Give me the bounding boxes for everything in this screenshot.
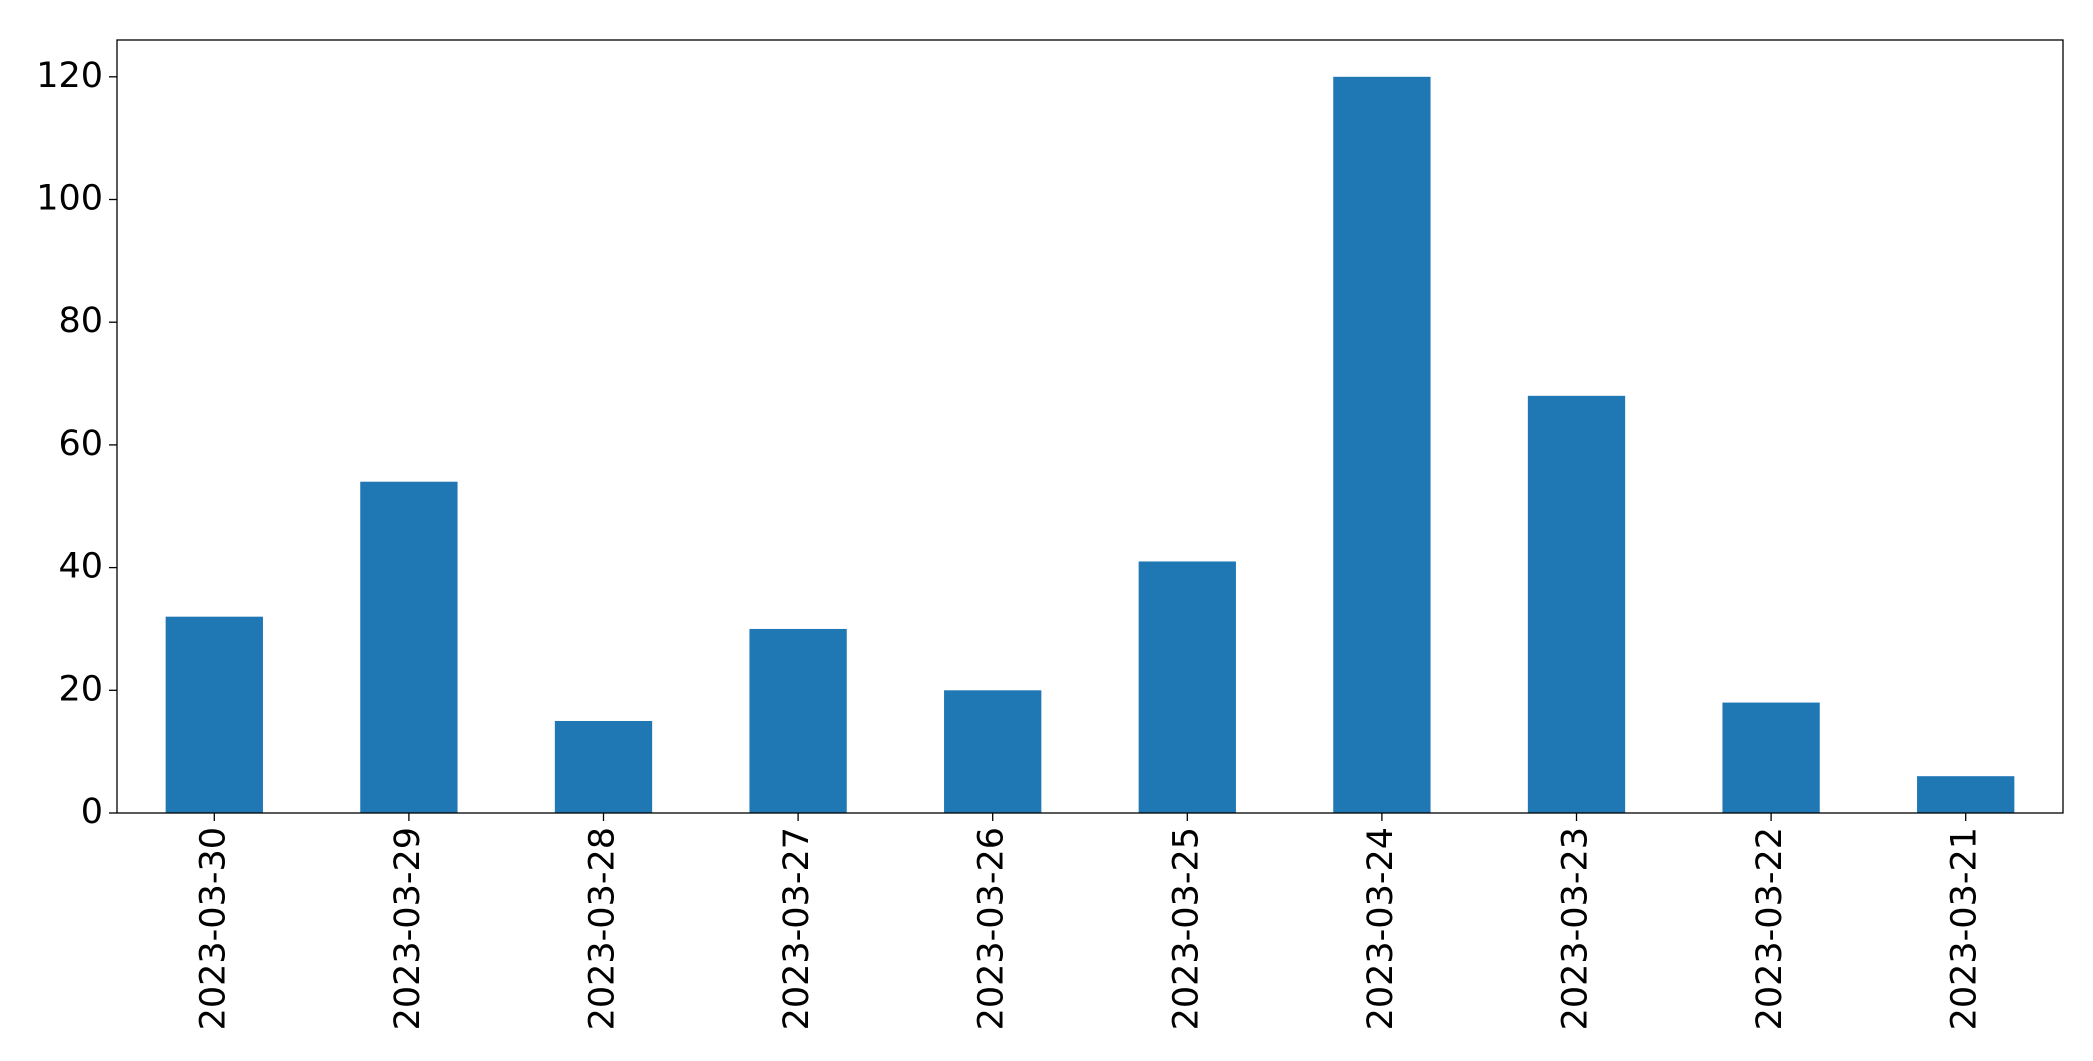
x-tick-label: 2023-03-29	[388, 827, 428, 1030]
x-tick-label: 2023-03-28	[583, 827, 623, 1030]
x-tick-label: 2023-03-26	[972, 827, 1012, 1030]
x-tick-label: 2023-03-21	[1945, 827, 1985, 1030]
y-tick-label: 0	[81, 792, 103, 832]
bar	[749, 628, 847, 813]
bar	[1527, 395, 1626, 813]
bar	[1722, 702, 1820, 813]
bar	[165, 616, 263, 813]
x-tick-label: 2023-03-27	[777, 827, 817, 1030]
bar	[1333, 76, 1431, 814]
x-tick-label: 2023-03-24	[1361, 827, 1401, 1030]
bar	[1138, 561, 1236, 813]
x-tick-label: 2023-03-22	[1750, 827, 1790, 1030]
x-tick-label: 2023-03-23	[1556, 827, 1596, 1030]
bar	[554, 720, 653, 813]
bar	[1917, 776, 2015, 813]
y-tick-label: 20	[58, 669, 103, 709]
y-tick-label: 60	[58, 424, 103, 464]
bar	[944, 690, 1042, 813]
y-tick-label: 80	[58, 301, 103, 341]
x-tick-label: 2023-03-30	[193, 827, 233, 1030]
y-tick-label: 120	[36, 56, 103, 96]
y-tick-label: 100	[36, 179, 103, 219]
y-tick-label: 40	[58, 547, 103, 587]
x-tick-label: 2023-03-25	[1166, 827, 1206, 1030]
bar	[360, 481, 458, 813]
plot-frame	[116, 39, 2064, 814]
